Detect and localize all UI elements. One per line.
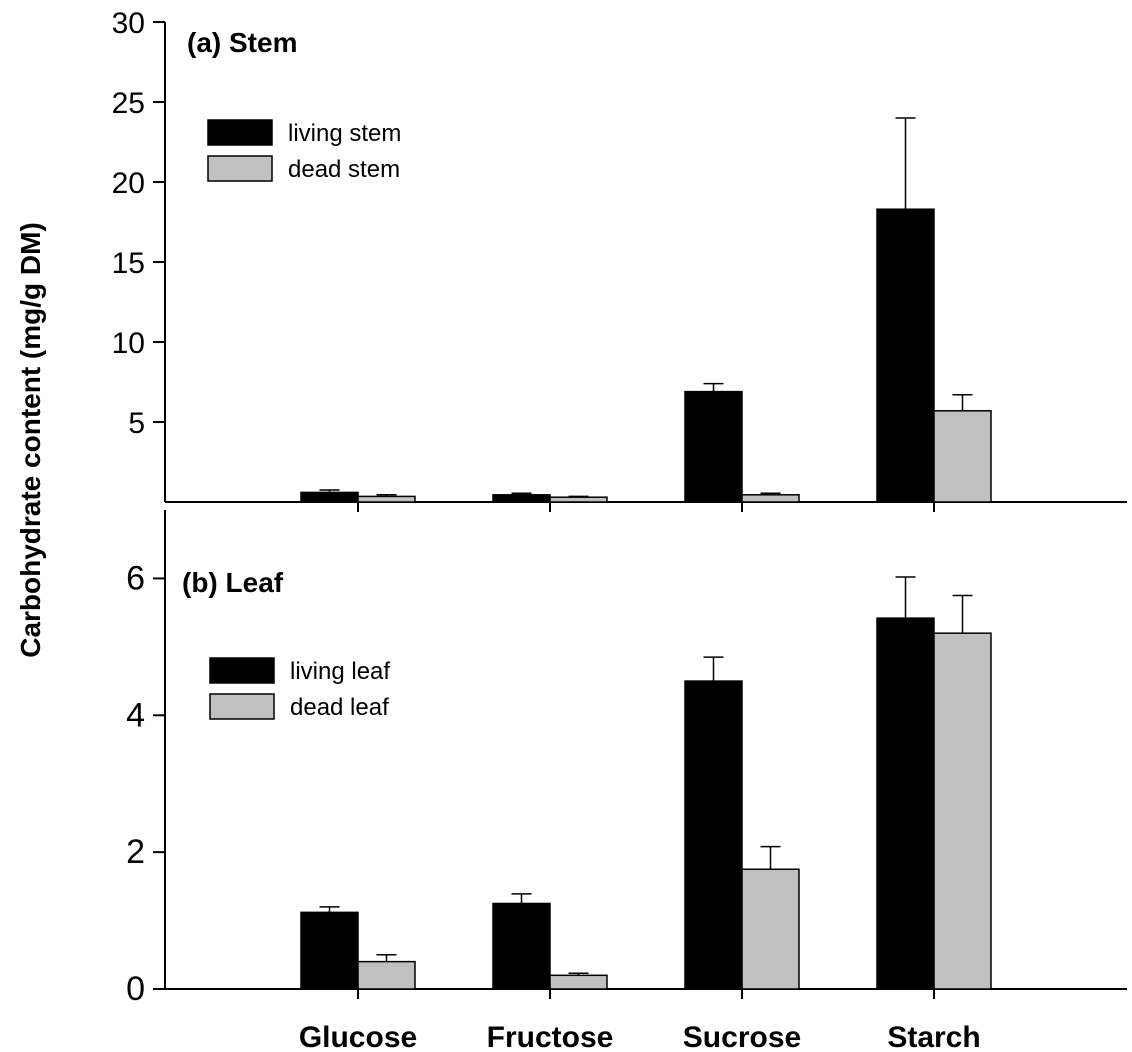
legend-swatch [209, 657, 275, 684]
panel-title: (a) Stem [187, 27, 297, 58]
panel-title: (b) Leaf [182, 567, 284, 598]
category-label: Glucose [299, 1021, 417, 1052]
legend-label: living stem [288, 120, 401, 147]
category-label: Sucrose [683, 1021, 801, 1052]
y-tick-label: 10 [112, 327, 145, 360]
legend-swatch [207, 119, 273, 146]
y-tick-label: 25 [112, 87, 145, 120]
bar-stem-dead-starch [933, 410, 992, 503]
y-tick-label: 5 [128, 407, 145, 440]
legend-swatch [209, 693, 275, 720]
y-tick-label: 20 [112, 167, 145, 200]
bar-stem-living-starch [876, 208, 935, 503]
bar-leaf-living-fructose [492, 902, 551, 990]
category-labels: Glucose Fructose Sucrose Starch [299, 1021, 981, 1052]
bar-leaf-living-starch [876, 617, 935, 990]
y-tick-label: 4 [126, 696, 145, 734]
legend-label: living leaf [290, 658, 390, 685]
bar-leaf-dead-starch [933, 632, 992, 990]
bar-stem-living-fructose [492, 494, 551, 503]
y-tick-label: 6 [126, 559, 145, 597]
legend-swatch [207, 155, 273, 182]
legend-label: dead stem [288, 156, 400, 183]
bar-leaf-dead-sucrose [741, 868, 800, 990]
y-tick-label: 0 [126, 970, 145, 1008]
panel-leaf: 0 2 4 6 (b) Leaf living leaf dead leaf [126, 510, 1127, 1008]
bar-stem-dead-glucose [357, 495, 416, 503]
legend: living stem dead stem [207, 119, 401, 183]
category-label: Fructose [487, 1021, 614, 1052]
bar-stem-dead-sucrose [741, 494, 800, 503]
bar-leaf-dead-fructose [549, 974, 608, 990]
bar-stem-dead-fructose [549, 496, 608, 503]
bar-stem-living-sucrose [684, 390, 743, 503]
bar-leaf-living-sucrose [684, 680, 743, 990]
bar-leaf-dead-glucose [357, 960, 416, 990]
bar-leaf-living-glucose [300, 911, 359, 990]
y-tick-label: 2 [126, 833, 145, 871]
bar-stem-living-glucose [300, 491, 359, 503]
y-axis-label: Carbohydrate content (mg/g DM) [15, 222, 46, 658]
panel-stem: 5 10 15 20 25 30 (a) Stem living stem dead stem [112, 7, 1127, 512]
legend-label: dead leaf [290, 694, 389, 721]
y-tick-label: 15 [112, 247, 145, 280]
legend: living leaf dead leaf [209, 657, 390, 721]
category-label: Starch [887, 1021, 980, 1052]
y-tick-label: 30 [112, 7, 145, 40]
